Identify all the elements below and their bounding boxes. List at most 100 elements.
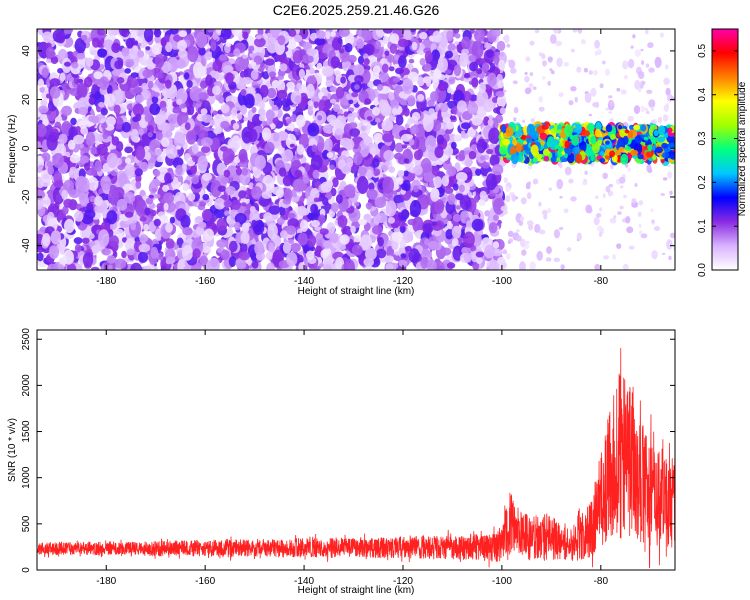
spectrogram-cell xyxy=(382,176,395,194)
spectrogram-cell xyxy=(186,80,193,88)
spectrogram-cell xyxy=(125,37,134,49)
spectrogram-cell xyxy=(529,72,534,77)
spectrogram-cell xyxy=(104,93,116,107)
spectrogram-cell xyxy=(220,104,230,114)
spectrogram-cell xyxy=(368,182,375,192)
spectrogram-cell xyxy=(116,198,128,211)
spectrogram-cell xyxy=(384,50,390,56)
spectrogram-cell xyxy=(430,91,439,102)
spectrogram-cell xyxy=(271,105,279,111)
spectrogram-cell xyxy=(74,210,84,222)
spectrogram-cell xyxy=(314,37,326,46)
spectrogram-cell xyxy=(344,43,353,53)
spectrogram-cell xyxy=(121,250,127,259)
spectrogram-cell xyxy=(463,76,472,83)
spectrogram-cell xyxy=(434,199,445,214)
spectrogram-cell xyxy=(339,234,350,245)
spectrogram-cell xyxy=(213,128,223,135)
spectrogram-cell xyxy=(49,78,61,88)
spectrogram-cell xyxy=(620,185,624,189)
spectrogram-cell xyxy=(318,52,328,60)
spectrogram-cell xyxy=(534,29,540,34)
spectrogram-cell xyxy=(135,113,142,122)
spectrogram-cell xyxy=(309,67,315,75)
spectrogram-cell xyxy=(106,255,116,264)
spectrogram-cell xyxy=(228,219,235,229)
spectrogram-cell xyxy=(344,138,355,151)
spectrogram-cell xyxy=(409,199,422,218)
spectrogram-cell xyxy=(398,259,408,267)
spectrogram-cell xyxy=(176,99,183,105)
spectrogram-cell xyxy=(502,262,506,268)
spectrogram-cell xyxy=(595,195,599,199)
spectrogram-cell xyxy=(313,197,320,203)
spectrogram-cell xyxy=(338,48,345,54)
spectrogram-cell xyxy=(184,72,190,80)
spectrogram-cell xyxy=(451,237,459,248)
spectrogram-cell xyxy=(37,166,43,174)
spectrogram-cell xyxy=(383,150,395,161)
spectrogram-cell xyxy=(475,257,483,264)
spectrogram-cell xyxy=(266,37,278,54)
spectrogram-cell xyxy=(214,198,226,210)
spectrogram-cell xyxy=(434,146,444,159)
spectrogram-cell xyxy=(205,74,213,87)
spectrogram-cell xyxy=(57,68,64,74)
spectrogram-cell xyxy=(528,83,534,88)
spectrogram-cell xyxy=(212,85,221,96)
spectrogram-cell xyxy=(619,205,624,210)
spectrogram-cell xyxy=(463,231,475,248)
spectrogram-cell xyxy=(447,193,456,205)
spectrogram-cell xyxy=(101,248,111,256)
spectrogram-cell xyxy=(521,249,527,256)
spectrogram-cell xyxy=(165,130,173,137)
spectrogram-cell xyxy=(316,30,326,39)
spectrogram-cell xyxy=(228,256,237,268)
spectrogram-cell xyxy=(329,86,337,93)
spectrogram-cell xyxy=(384,160,391,167)
spectrogram-cell xyxy=(252,93,263,107)
spectrogram-cell xyxy=(240,89,247,96)
spectrogram-cell xyxy=(563,61,570,67)
spectrogram-cell xyxy=(297,232,308,246)
spectrogram-cell xyxy=(276,217,285,225)
spectrogram-cell xyxy=(427,99,435,107)
spectrogram-cell xyxy=(121,47,130,57)
spectrogram-cell xyxy=(650,208,654,212)
spectrogram-cell xyxy=(316,62,323,70)
spectrogram-cell xyxy=(359,237,370,251)
spectrogram-cell xyxy=(399,99,409,106)
spectrogram-cell xyxy=(488,222,498,234)
spectrogram-cell xyxy=(238,148,248,163)
spectrogram-cell xyxy=(98,76,110,90)
spectrogram-cell xyxy=(479,190,487,201)
spectrogram-cell xyxy=(377,236,384,247)
spectrogram-cell xyxy=(536,250,543,261)
spectrogram-cell xyxy=(453,134,461,142)
spectrogram-cell xyxy=(663,104,669,112)
spectrogram-cell xyxy=(356,176,369,194)
spectrogram-cell xyxy=(283,188,293,202)
spectrogram-cell xyxy=(524,87,531,95)
spectrogram-cell xyxy=(90,49,97,56)
spectrogram-cell xyxy=(186,130,197,145)
spectrogram-cell xyxy=(216,239,228,248)
spectrogram-cell xyxy=(254,155,266,170)
spectrogram-cell xyxy=(532,178,539,185)
spectrogram-cell xyxy=(668,255,672,261)
spectrogram-cell xyxy=(628,124,634,130)
spectrogram-cell xyxy=(265,251,273,260)
spectrogram-cell xyxy=(360,125,366,132)
spectrogram-cell xyxy=(593,216,600,226)
spectrogram-cell xyxy=(108,235,119,248)
spectrogram-cell xyxy=(638,71,645,80)
spectrogram-cell xyxy=(83,76,93,88)
spectrogram-cell xyxy=(605,68,610,76)
spectrogram-cell xyxy=(670,96,675,102)
spectrogram-cell xyxy=(356,38,365,49)
spectrogram-cell xyxy=(508,59,516,69)
spectrogram-cell xyxy=(368,143,381,156)
spectrogram-cell xyxy=(67,139,76,150)
spectrogram-cell xyxy=(459,195,472,210)
spectrogram-cell xyxy=(223,169,231,178)
